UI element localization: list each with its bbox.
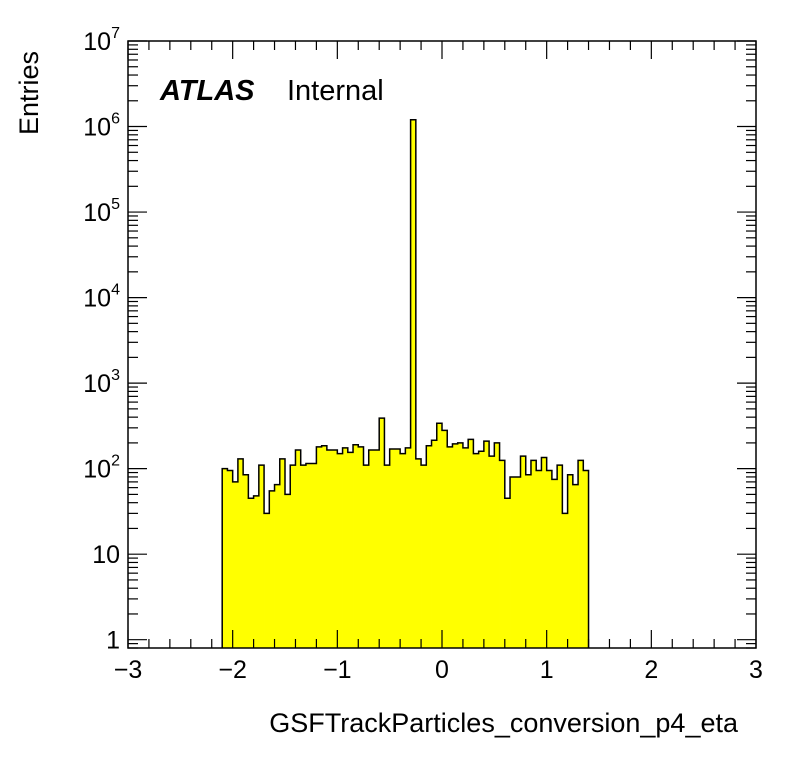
histogram-bin [557, 465, 563, 648]
histogram-bin [332, 450, 338, 648]
histogram-bin [457, 442, 464, 648]
histogram-bin [546, 470, 553, 648]
histogram-bin [562, 513, 568, 648]
histogram-bin [530, 460, 537, 648]
x-tick-label: 0 [435, 656, 449, 684]
histogram-outline [221, 119, 590, 648]
histogram-bin [227, 470, 234, 648]
histogram-bin [358, 446, 364, 648]
histogram-bin [269, 490, 275, 648]
histogram-bin [494, 442, 500, 648]
histogram-bin [248, 498, 254, 648]
histogram-bin [337, 453, 343, 648]
histogram-bin [237, 458, 244, 648]
histogram-bin [295, 450, 302, 648]
y-axis-title: Entries [14, 51, 44, 135]
y-tick-label: 102 [83, 453, 120, 484]
histogram-bin [431, 440, 438, 648]
histogram-bin [321, 445, 328, 648]
histogram-bin [326, 450, 333, 648]
histogram-bin [258, 465, 265, 648]
histogram-bin [285, 494, 291, 648]
internal-label: Internal [287, 75, 384, 107]
histogram-bin [520, 456, 527, 648]
histogram-bin [452, 443, 459, 648]
histogram-bin [572, 484, 579, 648]
histogram-bin [468, 439, 474, 648]
histogram-bin [551, 479, 558, 648]
histogram-bin [394, 448, 401, 648]
histogram-bin [478, 451, 485, 648]
histogram-bin [373, 450, 380, 648]
y-tick-label: 10 [92, 541, 120, 569]
histogram-bin [567, 474, 574, 648]
histogram-bin [510, 476, 516, 648]
x-tick-labels: −3 −2 −1 0 1 2 3 [114, 656, 763, 684]
y-tick-labels: 1 10 102 103 104 105 106 107 [83, 25, 120, 655]
histogram-bin [232, 481, 239, 648]
histogram-bin [541, 457, 548, 648]
y-tick-label: 1 [106, 627, 120, 655]
histogram-bin [473, 453, 480, 648]
histogram-bin [290, 465, 296, 648]
histogram-bin [384, 465, 391, 648]
histogram-bin [405, 447, 411, 648]
histogram-bin [536, 470, 542, 648]
histogram-bin [222, 468, 228, 648]
histogram-bin [421, 465, 427, 648]
histogram-bin [442, 430, 448, 648]
histogram-bin [499, 460, 506, 648]
histogram-bin [489, 456, 495, 648]
histogram-bin [305, 463, 312, 648]
y-tick-label: 107 [83, 25, 120, 56]
y-tick-label: 103 [83, 367, 120, 398]
histogram-bin [525, 474, 532, 648]
histogram-bin [363, 465, 370, 648]
x-tick-label: 2 [644, 656, 658, 684]
x-tick-label: −1 [323, 656, 352, 684]
histogram-bin [311, 463, 317, 648]
histogram-bin [583, 470, 589, 648]
histogram-bin [410, 119, 417, 648]
histogram-bars [222, 119, 589, 648]
x-tick-label: −2 [218, 656, 247, 684]
histogram-bin [389, 448, 396, 648]
histogram-bin [253, 495, 260, 648]
x-tick-label: 1 [540, 656, 554, 684]
x-tick-label: −3 [114, 656, 143, 684]
atlas-label: ATLAS [159, 75, 255, 107]
y-tick-label: 104 [83, 282, 120, 313]
histogram-bin [347, 452, 354, 648]
histogram-bin [515, 476, 521, 648]
y-tick-label: 105 [83, 196, 120, 227]
histogram-bin [483, 441, 490, 648]
histogram-bin [504, 498, 511, 648]
x-axis-title: GSFTrackParticles_conversion_p4_eta [269, 708, 739, 738]
histogram-bin [279, 458, 286, 648]
histogram-bin [274, 484, 281, 648]
histogram-bin [353, 444, 359, 648]
histogram-bin [368, 450, 375, 648]
histogram-bin [400, 453, 406, 648]
histogram-bin [316, 446, 323, 648]
histogram-bin [379, 418, 385, 648]
plot-frame [127, 40, 757, 649]
histogram-bin [264, 513, 270, 648]
histogram-bin [578, 460, 584, 648]
histogram-bin [415, 458, 422, 648]
histogram-bin [436, 423, 443, 648]
histogram-bin [462, 447, 469, 648]
histogram-bin [447, 446, 453, 648]
histogram-bin [300, 465, 307, 648]
x-tick-label: 3 [749, 656, 763, 684]
y-tick-label: 106 [83, 111, 120, 142]
histogram-bin [243, 474, 249, 648]
histogram-bin [342, 447, 349, 648]
histogram-bin [426, 445, 432, 648]
